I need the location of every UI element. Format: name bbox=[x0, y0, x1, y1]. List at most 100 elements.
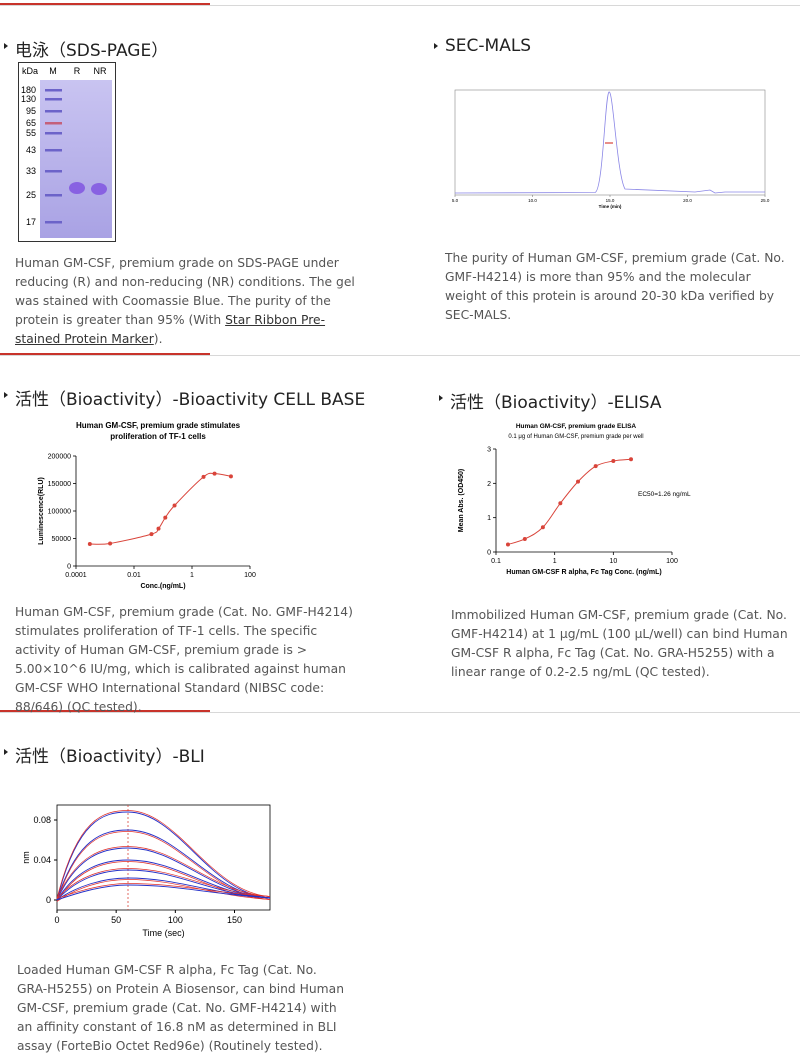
separator bbox=[0, 355, 800, 356]
marker-band bbox=[45, 89, 62, 92]
point bbox=[540, 525, 545, 530]
bullet bbox=[4, 43, 8, 49]
text: Human GM-CSF, premium grade on SDS-PAGE … bbox=[15, 256, 355, 327]
point bbox=[522, 536, 527, 541]
y-tick-label: 2 bbox=[487, 481, 491, 488]
point bbox=[558, 501, 563, 506]
marker-band bbox=[45, 122, 62, 125]
marker-band bbox=[45, 194, 62, 197]
marker-label: 43 bbox=[26, 145, 36, 155]
fit-curve bbox=[89, 472, 232, 545]
x-tick-label: 5.0 bbox=[452, 198, 459, 203]
lane-label: NR bbox=[94, 66, 107, 76]
marker-label: 65 bbox=[26, 118, 36, 128]
point bbox=[611, 459, 616, 464]
marker-label: 180 bbox=[21, 85, 36, 95]
annotation: EC50=1.26 ng/mL bbox=[638, 491, 691, 498]
text: The purity of Human GM-CSF, premium grad… bbox=[445, 251, 785, 322]
sensorgram bbox=[56, 811, 271, 901]
point bbox=[212, 471, 217, 476]
accent-line bbox=[0, 710, 210, 712]
bullet bbox=[434, 43, 438, 49]
fit-line bbox=[56, 810, 271, 899]
point bbox=[156, 526, 161, 531]
fit-line bbox=[56, 883, 271, 899]
description: Loaded Human GM-CSF R alpha, Fc Tag (Cat… bbox=[17, 961, 347, 1055]
x-tick-label: 10.0 bbox=[528, 198, 537, 203]
section-title: 活性（Bioactivity）-Bioactivity CELL BASE bbox=[15, 390, 366, 410]
sensorgram bbox=[56, 847, 271, 901]
section-title: 活性（Bioactivity）-BLI bbox=[15, 747, 205, 767]
x-axis-label: Time (sec) bbox=[142, 928, 184, 938]
figure: Human GM-CSF, premium grade stimulates pr… bbox=[38, 421, 256, 590]
description: Immobilized Human GM-CSF, premium grade … bbox=[451, 606, 791, 682]
x-tick-label: 20.0 bbox=[683, 198, 692, 203]
x-tick-label: 100 bbox=[666, 558, 678, 565]
y-tick-label: 100000 bbox=[48, 509, 71, 516]
link[interactable]: Star Ribbon Pre-stained Protein Marker bbox=[15, 313, 326, 346]
section-title: 活性（Bioactivity）-ELISA bbox=[450, 393, 662, 413]
section-title: 电泳（SDS-PAGE） bbox=[15, 41, 169, 61]
y-tick-label: 0.04 bbox=[33, 855, 51, 865]
y-tick-label: 0 bbox=[46, 895, 51, 905]
y-tick-label: 1 bbox=[487, 515, 491, 522]
point bbox=[228, 474, 233, 479]
description: The purity of Human GM-CSF, premium grad… bbox=[445, 249, 785, 325]
figure: 5.0 10.0 15.0 20.0 25.0 Time (min) bbox=[452, 89, 770, 209]
x-tick-label: 0.0001 bbox=[65, 572, 87, 579]
separator bbox=[0, 5, 800, 6]
x-tick-label: 0 bbox=[54, 915, 59, 925]
band-r bbox=[69, 182, 85, 194]
fit-line bbox=[56, 831, 271, 902]
accent-line bbox=[0, 353, 210, 355]
fit-line bbox=[56, 868, 271, 899]
sensorgram bbox=[56, 884, 271, 901]
chart-title: Human GM-CSF, premium grade stimulates bbox=[76, 421, 241, 430]
lane-label: M bbox=[49, 66, 57, 76]
point bbox=[87, 542, 92, 546]
y-axis-label: nm bbox=[21, 851, 31, 864]
point bbox=[172, 503, 177, 508]
y-tick-label: 150000 bbox=[48, 481, 71, 488]
x-tick-label: 10 bbox=[609, 558, 617, 565]
point bbox=[108, 541, 113, 546]
marker-band bbox=[45, 132, 62, 135]
text: Human GM-CSF, premium grade (Cat. No. GM… bbox=[15, 605, 353, 714]
sensorgram bbox=[56, 869, 271, 901]
y-axis-label: Luminescence(RLU) bbox=[38, 477, 45, 545]
text: Loaded Human GM-CSF R alpha, Fc Tag (Cat… bbox=[17, 963, 344, 1053]
accent-line bbox=[0, 3, 210, 5]
y-axis-label: Mean Abs. (OD450) bbox=[458, 469, 465, 533]
description: Human GM-CSF, premium grade on SDS-PAGE … bbox=[15, 254, 355, 349]
point bbox=[163, 515, 168, 520]
y-tick-label: 50000 bbox=[52, 536, 72, 543]
y-tick-label: 0 bbox=[487, 550, 491, 557]
y-tick-label: 0.08 bbox=[33, 815, 51, 825]
marker-label: 17 bbox=[26, 217, 36, 227]
x-tick-label: 1 bbox=[190, 572, 194, 579]
y-tick-label: 200000 bbox=[48, 454, 71, 461]
chart-title: Human GM-CSF, premium grade ELISA bbox=[516, 423, 637, 430]
x-axis-label: Conc.(ng/mL) bbox=[140, 583, 185, 590]
text: ). bbox=[153, 332, 163, 346]
marker-label: 55 bbox=[26, 128, 36, 138]
marker-label: 25 bbox=[26, 190, 36, 200]
trace bbox=[454, 91, 765, 194]
marker-band bbox=[45, 170, 62, 173]
text: Immobilized Human GM-CSF, premium grade … bbox=[451, 608, 788, 679]
point bbox=[149, 532, 154, 537]
x-axis-label: Time (min) bbox=[599, 204, 622, 209]
marker-band bbox=[45, 110, 62, 113]
description: Human GM-CSF, premium grade (Cat. No. GM… bbox=[15, 603, 360, 717]
y-tick-label: 3 bbox=[487, 447, 491, 454]
marker-band bbox=[45, 98, 62, 101]
bullet bbox=[439, 395, 443, 401]
sensorgram bbox=[56, 829, 271, 901]
marker-label: 95 bbox=[26, 106, 36, 116]
separator bbox=[0, 712, 800, 713]
figure: 0 50 100 150 0 0.04 0.08 Time (sec) nm bbox=[21, 804, 271, 938]
sensorgram bbox=[56, 877, 271, 901]
fit-line bbox=[56, 846, 271, 899]
